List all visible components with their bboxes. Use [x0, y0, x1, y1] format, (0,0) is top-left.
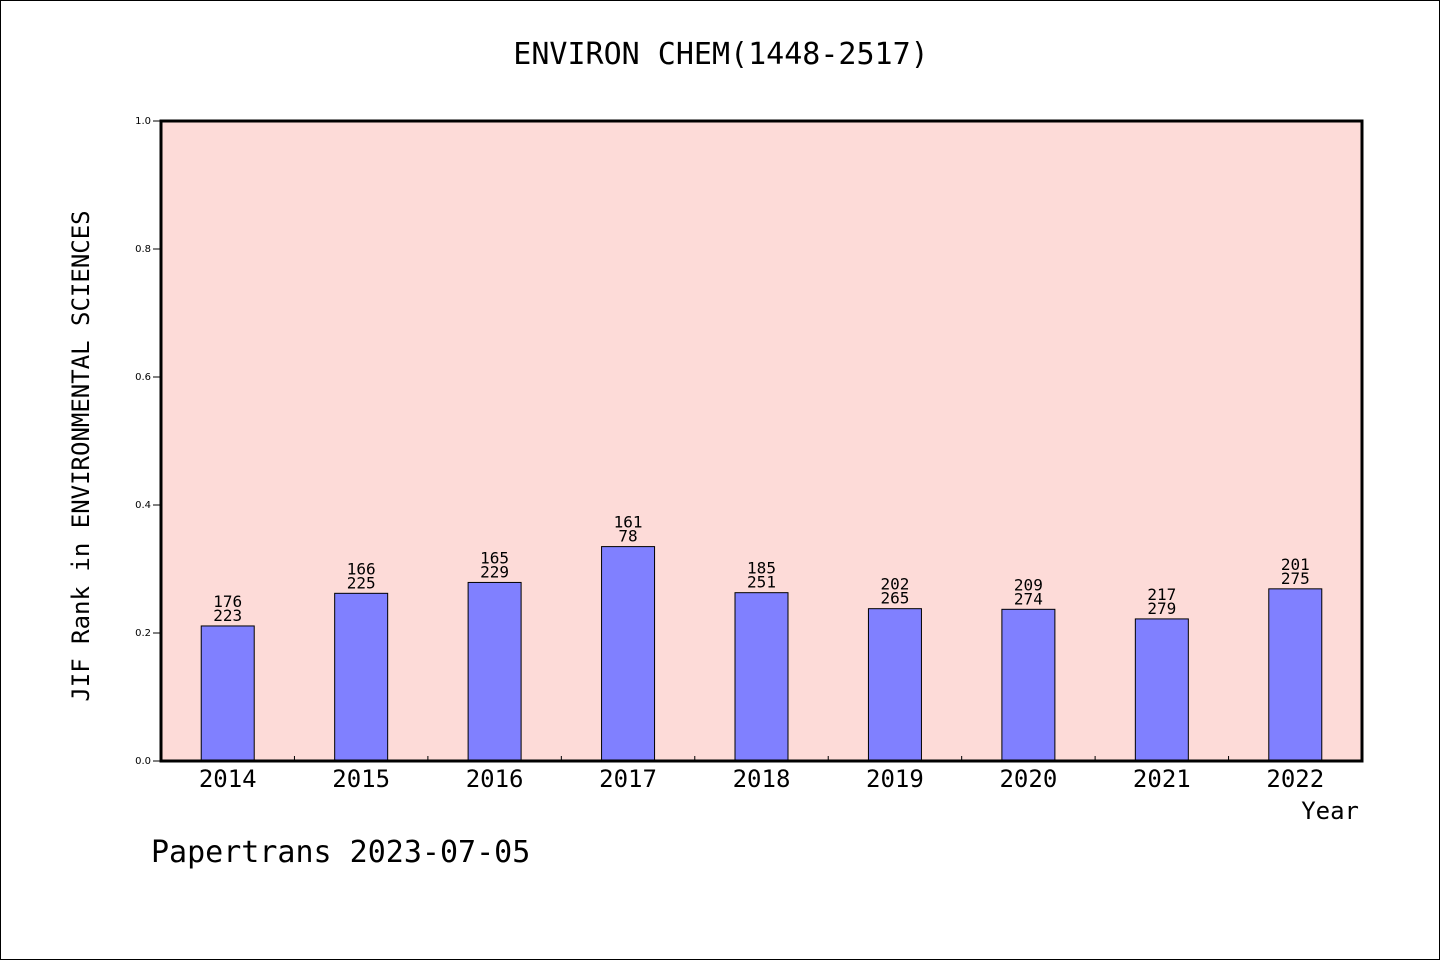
bar-2017	[601, 546, 656, 762]
bar-total-label: 229	[480, 562, 509, 581]
x-tick-label: 2019	[866, 765, 924, 793]
bar-2014	[200, 625, 255, 762]
bar-2015	[334, 592, 389, 762]
y-tick-label: 0.6	[135, 372, 151, 383]
bar-2020	[1001, 608, 1056, 762]
x-tick-label: 2021	[1133, 765, 1191, 793]
bar-total-label: 275	[1281, 569, 1310, 588]
bar-2021	[1134, 618, 1189, 762]
x-tick-label: 2020	[999, 765, 1057, 793]
x-tick-label: 2014	[199, 765, 257, 793]
x-axis-label: Year	[1301, 797, 1359, 825]
bar-rank-label: 201	[1281, 555, 1310, 574]
y-tick-label: 0.0	[135, 756, 151, 767]
x-tick-label: 2017	[599, 765, 657, 793]
bar-rank-label: 165	[480, 548, 509, 567]
x-tick-label: 2018	[733, 765, 791, 793]
bar-total-label: 78	[618, 527, 637, 546]
bar-total-label: 265	[880, 589, 909, 608]
bar-rank-label: 217	[1147, 585, 1176, 604]
bar-rank-label: 185	[747, 559, 776, 578]
y-tick-label: 0.8	[135, 244, 151, 255]
chart-title: ENVIRON CHEM(1448-2517)	[513, 37, 929, 72]
bar-total-label: 225	[347, 573, 376, 592]
bar-rank-label: 209	[1014, 575, 1043, 594]
bar-rank-label: 176	[213, 592, 242, 611]
x-tick-label: 2015	[332, 765, 390, 793]
bar-2019	[867, 608, 922, 762]
bar-total-label: 274	[1014, 589, 1043, 608]
x-tick-label: 2016	[466, 765, 524, 793]
bar-rank-label: 166	[347, 559, 376, 578]
bar-total-label: 223	[213, 606, 242, 625]
bar-total-label: 279	[1147, 599, 1176, 618]
y-tick-label: 0.4	[135, 500, 151, 511]
bar-2016	[467, 581, 522, 762]
plot-border	[159, 119, 1364, 763]
y-tick-label: 0.2	[135, 628, 151, 639]
bar-2022	[1268, 588, 1323, 762]
bar-2018	[734, 592, 789, 762]
bar-total-label: 251	[747, 573, 776, 592]
bar-rank-label: 202	[880, 575, 909, 594]
bar-rank-label: 161	[614, 513, 643, 532]
footer-watermark: Papertrans 2023-07-05	[151, 835, 531, 870]
y-tick-label: 1.0	[135, 116, 151, 127]
x-tick-label: 2022	[1266, 765, 1324, 793]
